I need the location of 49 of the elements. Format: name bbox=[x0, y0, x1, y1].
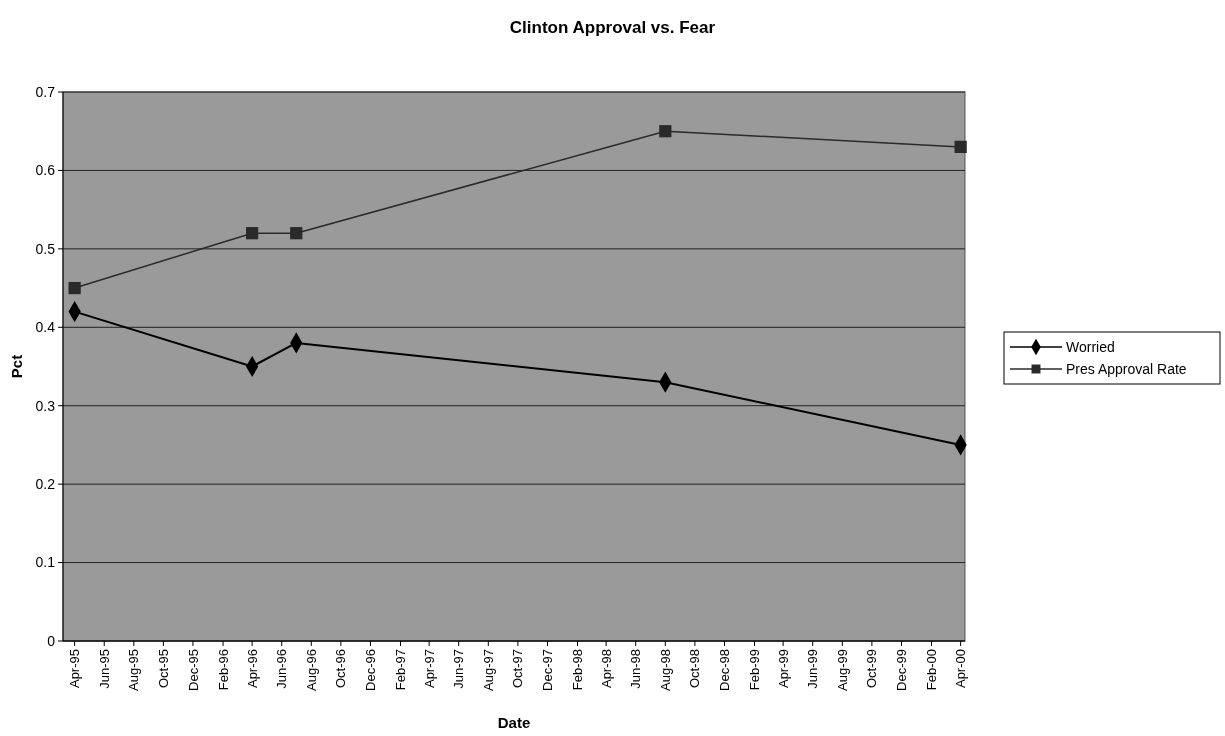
x-tick-label: Aug-97 bbox=[480, 649, 496, 691]
x-tick-label: Feb-98 bbox=[570, 649, 586, 691]
point bbox=[659, 125, 672, 138]
x-tick-label: Aug-96 bbox=[303, 649, 319, 691]
x-tick-label: Oct-95 bbox=[155, 649, 171, 689]
y-tick-label: 0.7 bbox=[35, 83, 56, 100]
x-tick-label: Apr-97 bbox=[421, 649, 437, 689]
x-tick-label: Jun-99 bbox=[805, 649, 821, 689]
point bbox=[290, 227, 303, 240]
x-tick-label: Apr-96 bbox=[244, 649, 260, 689]
x-tick-label: Aug-98 bbox=[657, 649, 673, 691]
x-tick-label: Oct-96 bbox=[333, 649, 349, 689]
x-tick-label: Feb-00 bbox=[924, 649, 940, 691]
y-tick-label: 0 bbox=[47, 632, 56, 649]
x-axis-title: Date bbox=[497, 714, 531, 731]
x-tick-label: Jun-95 bbox=[96, 649, 112, 689]
x-tick-label: Feb-97 bbox=[393, 649, 409, 691]
y-tick-label: 0.6 bbox=[35, 162, 56, 179]
y-tick-label: 0.2 bbox=[35, 476, 56, 493]
x-tick-label: Jun-96 bbox=[274, 649, 290, 689]
point bbox=[68, 281, 81, 295]
x-tick-label: Apr-98 bbox=[598, 649, 614, 689]
x-tick-label: Dec-97 bbox=[540, 649, 556, 691]
x-tick-label: Oct-97 bbox=[510, 649, 526, 689]
x-tick-label: Aug-95 bbox=[126, 649, 142, 691]
point bbox=[954, 140, 967, 154]
x-tick-label: Feb-96 bbox=[215, 649, 231, 691]
x-tick-label: Dec-95 bbox=[185, 649, 201, 691]
x-tick-label: Apr-95 bbox=[67, 649, 83, 689]
x-tick-label: Apr-00 bbox=[953, 649, 969, 689]
y-tick-label: 0.3 bbox=[35, 397, 56, 414]
x-tick-label: Dec-99 bbox=[894, 649, 910, 691]
x-tick-label: Dec-96 bbox=[363, 649, 379, 691]
chart-title: Clinton Approval vs. Fear bbox=[509, 18, 716, 37]
x-tick-label: Feb-99 bbox=[747, 649, 763, 691]
x-tick-label: Apr-99 bbox=[775, 649, 791, 689]
legend-label: Pres Approval Rate bbox=[1066, 360, 1187, 377]
y-axis-title: Pct bbox=[8, 354, 25, 379]
x-tick-label: Oct-99 bbox=[864, 649, 880, 689]
y-tick-label: 0.1 bbox=[35, 554, 56, 571]
x-tick-label: Dec-98 bbox=[717, 649, 733, 691]
y-tick-label: 0.5 bbox=[35, 240, 56, 257]
x-tick-label: Jun-98 bbox=[628, 649, 644, 689]
y-tick-label: 0.4 bbox=[35, 319, 56, 336]
x-tick-label: Oct-98 bbox=[687, 649, 703, 689]
x-tick-label: Aug-99 bbox=[834, 649, 850, 691]
legend-label: Worried bbox=[1066, 338, 1115, 355]
x-tick-label: Jun-97 bbox=[451, 649, 467, 689]
point bbox=[246, 227, 259, 240]
